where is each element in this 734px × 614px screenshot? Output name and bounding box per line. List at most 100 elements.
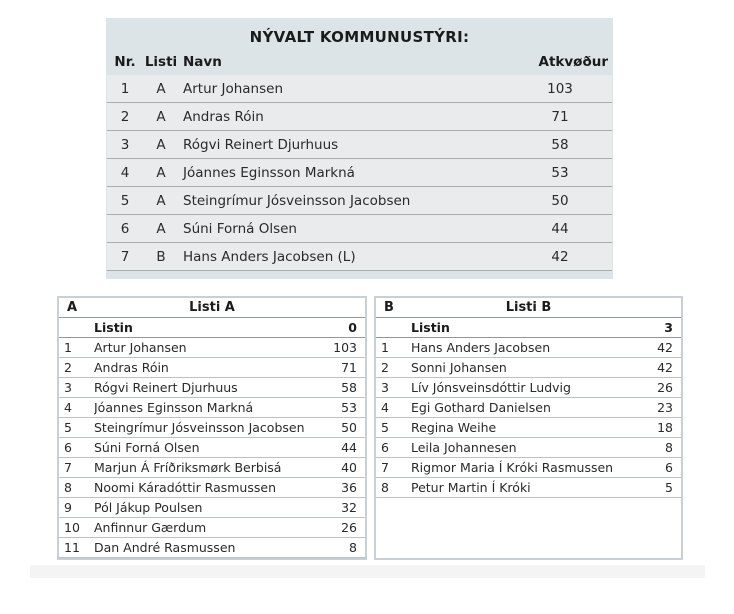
cell-votes: 58 — [551, 136, 569, 153]
list-item: 1 Artur Johansen 103 — [59, 338, 365, 358]
cell-nr: 4 — [120, 164, 130, 181]
list-b-subheader-row: Listin 3 — [376, 318, 681, 338]
cell-name: Súni Forná Olsen — [183, 220, 297, 237]
cell-name: Egi Gothard Danielsen — [411, 400, 551, 415]
list-item: 5 Regina Weihe 18 — [376, 418, 681, 438]
subheader-label: Listin — [411, 320, 450, 335]
list-item: 1 Hans Anders Jacobsen 42 — [376, 338, 681, 358]
cell-nr: 5 — [120, 192, 130, 209]
table-row: 5 A Steingrímur Jósveinsson Jacobsen 50 — [107, 187, 612, 215]
list-item: 10 Anfinnur Gærdum 26 — [59, 518, 365, 538]
cell-nr: 11 — [64, 540, 80, 555]
list-item: 5 Steingrímur Jósveinsson Jacobsen 50 — [59, 418, 365, 438]
cell-nr: 4 — [64, 400, 72, 415]
cell-nr: 9 — [64, 500, 72, 515]
main-table-body: 1 A Artur Johansen 103 2 A Andras Róin 7… — [107, 75, 612, 271]
cell-nr: 2 — [381, 360, 389, 375]
cell-votes: 26 — [341, 520, 357, 535]
list-item: 2 Sonni Johansen 42 — [376, 358, 681, 378]
cell-votes: 23 — [657, 400, 673, 415]
panel-title: NÝVALT KOMMUNUSTÝRI: — [249, 28, 470, 46]
cell-votes: 103 — [547, 80, 573, 97]
cell-nr: 8 — [64, 480, 72, 495]
list-item: 2 Andras Róin 71 — [59, 358, 365, 378]
cell-votes: 26 — [657, 380, 673, 395]
cell-nr: 7 — [64, 460, 72, 475]
main-table-header-row: Nr. Listi Navn Atkvøður — [106, 53, 613, 71]
cell-listi: A — [156, 220, 166, 237]
cell-name: Dan André Rasmussen — [94, 540, 236, 555]
list-item: 6 Súni Forná Olsen 44 — [59, 438, 365, 458]
list-item: 4 Egi Gothard Danielsen 23 — [376, 398, 681, 418]
list-title: Listi B — [505, 300, 552, 315]
subheader-label: Listin — [94, 320, 133, 335]
cell-nr: 7 — [381, 460, 389, 475]
cell-listi: A — [156, 164, 166, 181]
cell-votes: 42 — [657, 340, 673, 355]
cell-votes: 8 — [665, 440, 673, 455]
list-item: 8 Noomi Káradóttir Rasmussen 36 — [59, 478, 365, 498]
list-b-table: B Listi B Listin 3 1 Hans Anders Jacobse… — [374, 296, 683, 560]
cell-listi: A — [156, 192, 166, 209]
cell-name: Jóannes Eginsson Markná — [94, 400, 254, 415]
cell-name: Andras Róin — [94, 360, 169, 375]
list-item: 3 Lív Jónsveinsdóttir Ludvig 26 — [376, 378, 681, 398]
column-header-navn: Navn — [183, 54, 222, 70]
cell-votes: 8 — [349, 540, 357, 555]
cell-name: Artur Johansen — [94, 340, 187, 355]
cell-nr: 2 — [64, 360, 72, 375]
list-item: 9 Pól Jákup Poulsen 32 — [59, 498, 365, 518]
table-row: 1 A Artur Johansen 103 — [107, 75, 612, 103]
cell-name: Artur Johansen — [183, 80, 283, 97]
cell-listi: A — [156, 136, 166, 153]
cell-name: Rógvi Reinert Djurhuus — [94, 380, 238, 395]
cell-votes: 36 — [341, 480, 357, 495]
cell-votes: 53 — [551, 164, 569, 181]
cell-nr: 4 — [381, 400, 389, 415]
cell-name: Steingrímur Jósveinsson Jacobsen — [94, 420, 305, 435]
cell-listi: A — [156, 80, 166, 97]
cell-name: Leila Johannesen — [411, 440, 517, 455]
list-item: 6 Leila Johannesen 8 — [376, 438, 681, 458]
cell-nr: 1 — [64, 340, 72, 355]
cell-nr: 6 — [381, 440, 389, 455]
list-title: Listi A — [189, 300, 235, 315]
cell-votes: 18 — [657, 420, 673, 435]
cell-nr: 1 — [381, 340, 389, 355]
cell-name: Hans Anders Jacobsen (L) — [183, 248, 356, 265]
cell-votes: 32 — [341, 500, 357, 515]
cell-name: Noomi Káradóttir Rasmussen — [94, 480, 276, 495]
cell-nr: 3 — [381, 380, 389, 395]
cell-nr: 10 — [64, 520, 80, 535]
cell-name: Lív Jónsveinsdóttir Ludvig — [411, 380, 571, 395]
table-row: 4 A Jóannes Eginsson Markná 53 — [107, 159, 612, 187]
elected-council-panel: NÝVALT KOMMUNUSTÝRI: Nr. Listi Navn Atkv… — [106, 18, 613, 279]
cell-name: Marjun Á Fríðriksmørk Berbisá — [94, 460, 282, 475]
subheader-value: 0 — [348, 320, 357, 335]
cell-votes: 53 — [341, 400, 357, 415]
cell-votes: 58 — [341, 380, 357, 395]
cell-nr: 5 — [64, 420, 72, 435]
cell-votes: 103 — [333, 340, 357, 355]
cell-nr: 6 — [120, 220, 130, 237]
cell-name: Anfinnur Gærdum — [94, 520, 207, 535]
cell-name: Súni Forná Olsen — [94, 440, 200, 455]
cell-name: Petur Martin Í Króki — [411, 480, 531, 495]
cell-name: Jóannes Eginsson Markná — [183, 164, 355, 181]
cell-votes: 6 — [665, 460, 673, 475]
cell-nr: 8 — [381, 480, 389, 495]
cell-nr: 3 — [120, 136, 130, 153]
cell-name: Andras Róin — [183, 108, 264, 125]
cell-votes: 50 — [341, 420, 357, 435]
subheader-value: 3 — [664, 320, 673, 335]
list-item: 7 Rigmor Maria Í Króki Rasmussen 6 — [376, 458, 681, 478]
cell-name: Rógvi Reinert Djurhuus — [183, 136, 339, 153]
cell-votes: 50 — [551, 192, 569, 209]
list-a-header-row: A Listi A — [59, 298, 365, 318]
cell-listi: A — [156, 108, 166, 125]
cell-votes: 71 — [551, 108, 569, 125]
list-letter: A — [67, 300, 78, 315]
cell-votes: 44 — [341, 440, 357, 455]
cell-name: Pól Jákup Poulsen — [94, 500, 203, 515]
column-header-votes: Atkvøður — [538, 54, 609, 70]
